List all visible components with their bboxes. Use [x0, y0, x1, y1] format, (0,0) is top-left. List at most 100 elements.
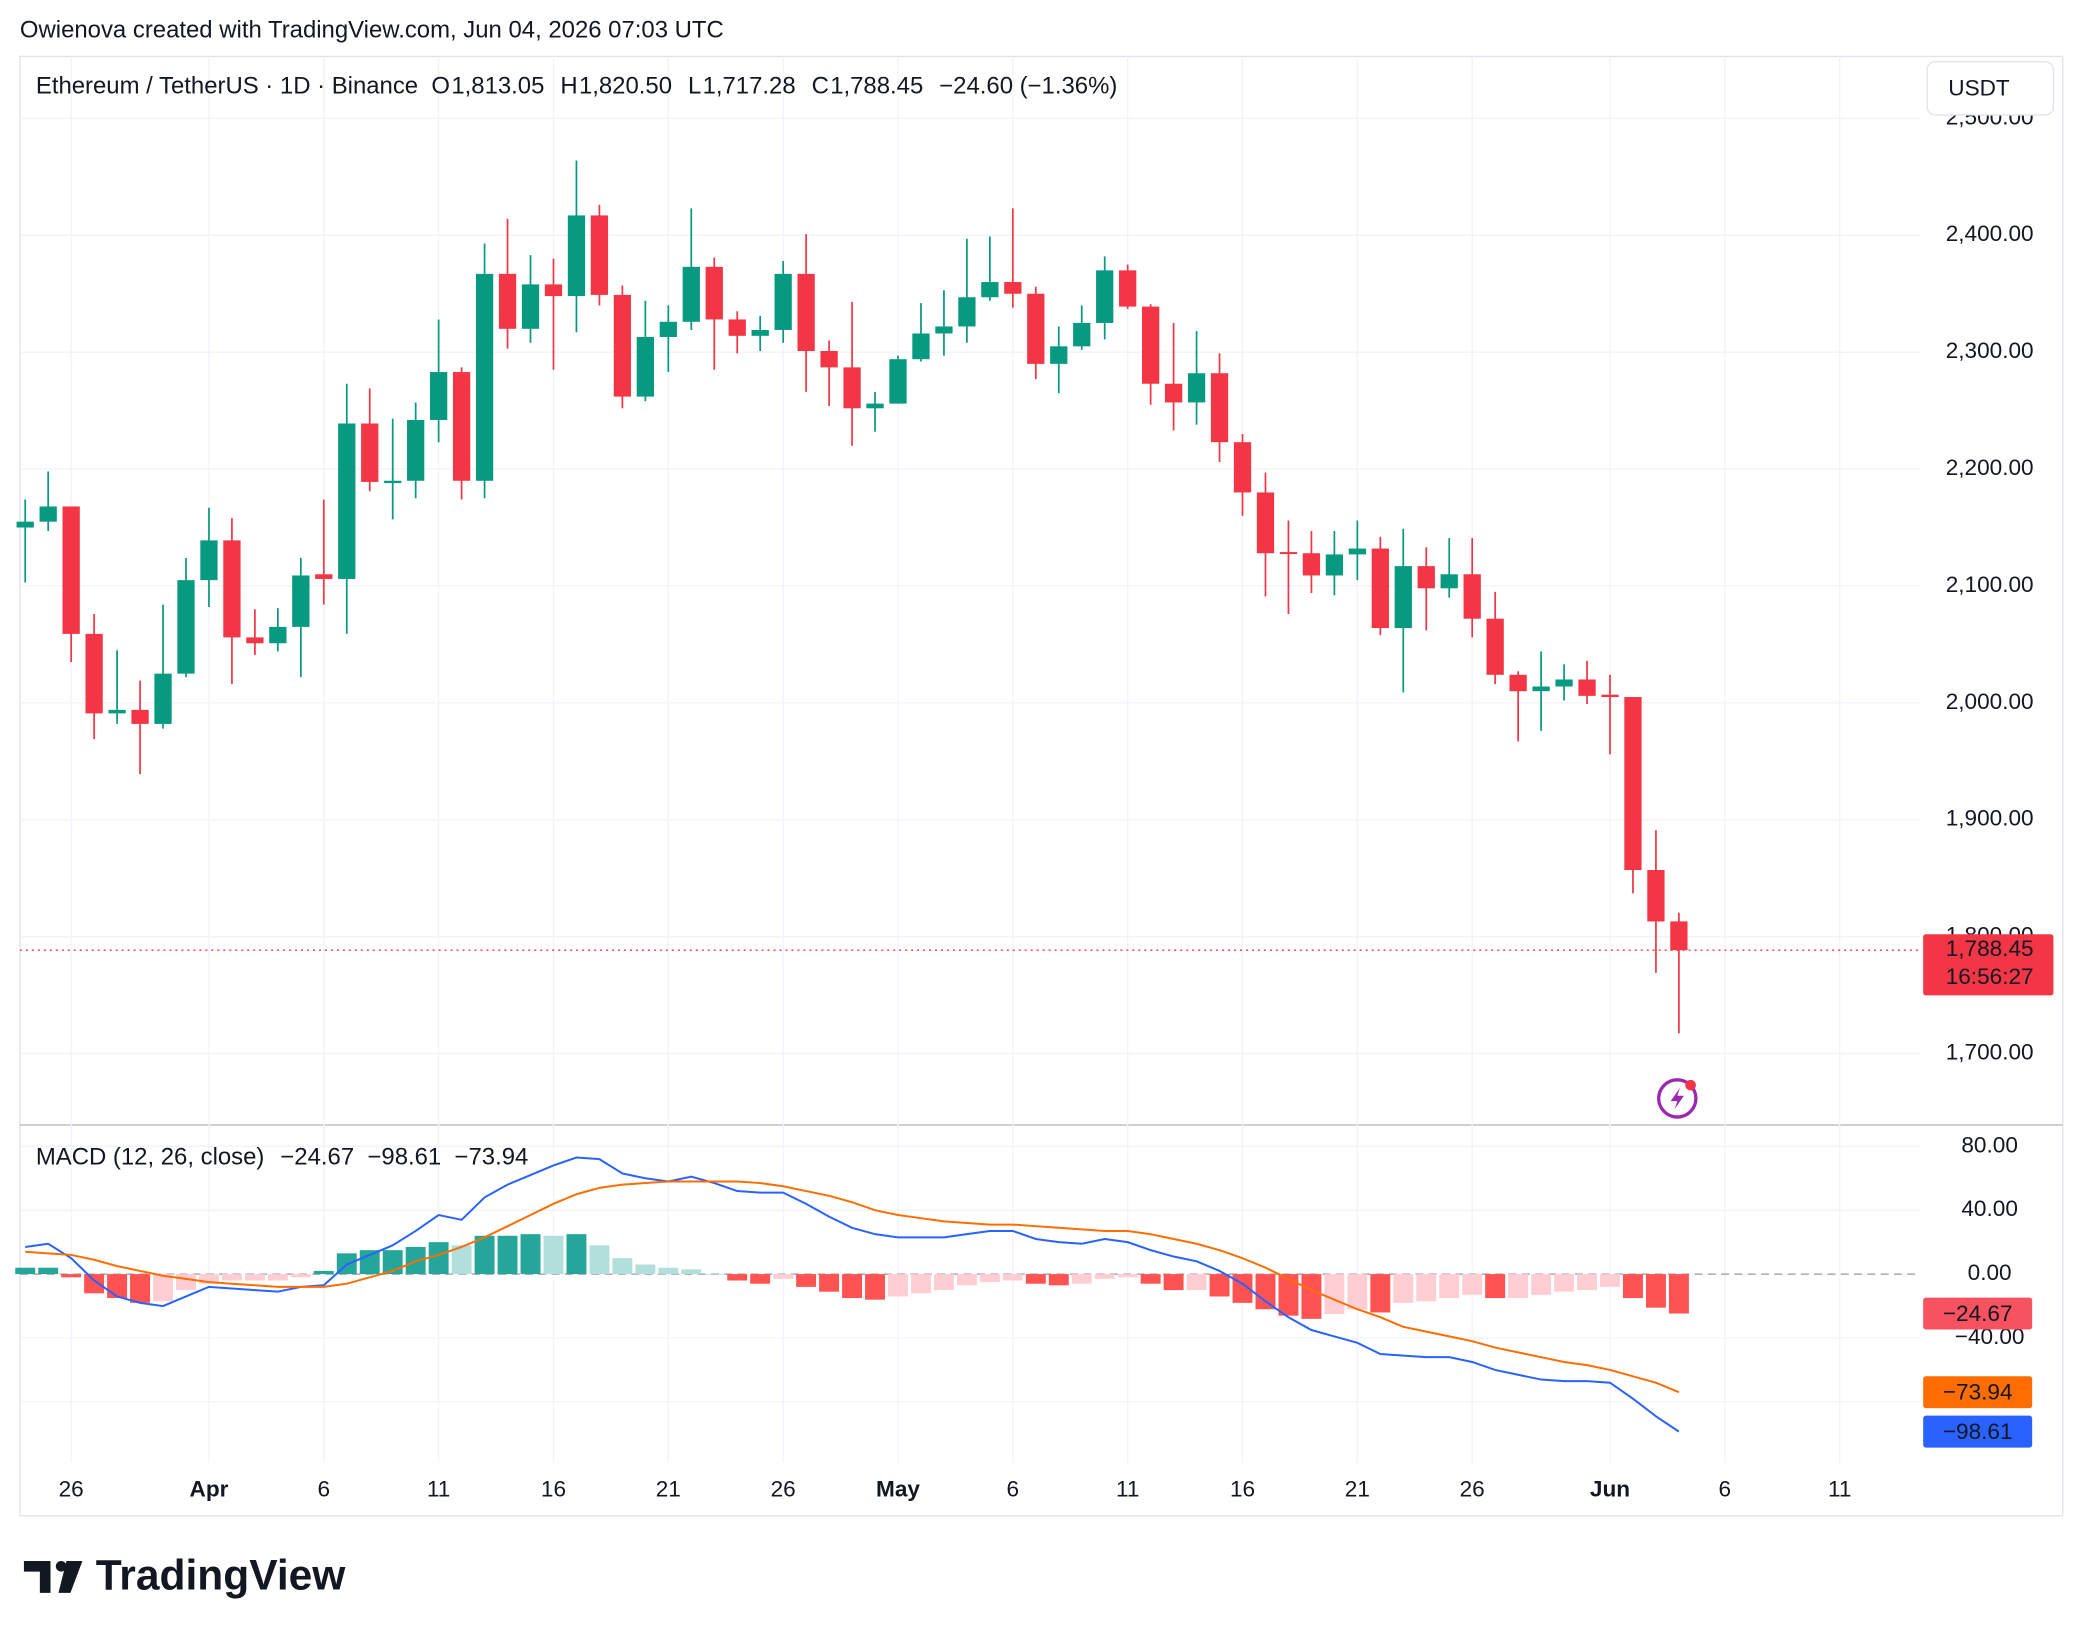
- candle-body: [39, 506, 57, 522]
- candle-body: [1027, 293, 1045, 364]
- candle-body: [361, 423, 379, 482]
- macd-line: [25, 1180, 1680, 1394]
- candle-body: [1578, 679, 1596, 696]
- candle-body: [177, 580, 195, 674]
- y-tick-label: 2,200.00: [1946, 455, 2034, 480]
- candle-body: [292, 575, 310, 627]
- candle-body: [728, 319, 746, 336]
- alert-icon: [1657, 1078, 1698, 1119]
- candle-body: [751, 329, 769, 336]
- histogram-bar: [1209, 1274, 1230, 1297]
- histogram-bar: [1462, 1274, 1483, 1295]
- x-tick-label: 21: [1345, 1476, 1370, 1501]
- candle-body: [1670, 921, 1688, 951]
- histogram-bar: [750, 1274, 771, 1284]
- candle-body: [1463, 574, 1481, 619]
- last-value-box: [1923, 1415, 2033, 1448]
- histogram-bar: [176, 1274, 196, 1291]
- candle-body: [1555, 679, 1573, 687]
- candle-body: [797, 273, 815, 352]
- histogram-bar: [451, 1245, 472, 1275]
- candle-body: [200, 540, 218, 581]
- candle-body: [843, 367, 861, 409]
- histogram-bar: [15, 1267, 36, 1275]
- histogram-bar: [267, 1274, 288, 1281]
- candle-body: [498, 273, 517, 329]
- attribution: Owienova created with TradingView.com, J…: [20, 16, 724, 43]
- histogram-bar: [313, 1270, 334, 1275]
- histogram-bar: [497, 1235, 518, 1275]
- x-tick-label: 16: [1230, 1476, 1255, 1501]
- candle-body: [269, 626, 287, 644]
- candle-body: [246, 637, 264, 644]
- candle-body: [1073, 322, 1091, 347]
- histogram-bar: [1531, 1274, 1552, 1295]
- last-value-label: −24.67: [1943, 1301, 2013, 1326]
- legend-text: L: [688, 72, 701, 99]
- candle-body: [1394, 566, 1412, 629]
- candle-body: [866, 403, 884, 409]
- legend-text: −73.94: [455, 1144, 529, 1171]
- y-tick-label: 2,300.00: [1946, 338, 2034, 363]
- legend-text: MACD (12, 26, close): [36, 1144, 265, 1171]
- histogram-bar: [1094, 1274, 1115, 1279]
- histogram-bar: [244, 1274, 265, 1281]
- candle-body: [1509, 674, 1527, 692]
- logo-mark: [58, 1560, 83, 1593]
- histogram-bar: [1324, 1274, 1345, 1315]
- currency-button: [1926, 61, 2055, 116]
- logo-dot: [55, 1560, 67, 1572]
- candle-body: [108, 709, 126, 714]
- candle-body: [705, 266, 723, 320]
- histogram-bar: [727, 1274, 748, 1281]
- histogram-bar: [1048, 1274, 1069, 1286]
- x-tick-label: Jun: [1590, 1476, 1630, 1501]
- histogram-bar: [1600, 1274, 1620, 1287]
- histogram-bar: [910, 1274, 931, 1294]
- candle-body: [1256, 492, 1275, 554]
- candle-body: [544, 284, 563, 297]
- histogram-bar: [796, 1274, 817, 1287]
- y-tick-label: 1,900.00: [1946, 806, 2034, 831]
- histogram-bar: [474, 1235, 495, 1275]
- logo-mark: [23, 1560, 51, 1593]
- x-tick-label: 11: [427, 1476, 450, 1501]
- y-tick-label: 1,700.00: [1946, 1040, 2034, 1065]
- legend-text: 1,813.05: [451, 72, 544, 99]
- histogram-bar: [1002, 1274, 1023, 1281]
- histogram-bar: [658, 1267, 679, 1275]
- histogram-bar: [704, 1274, 725, 1275]
- countdown-label: 16:56:27: [1946, 964, 2034, 989]
- candle-body: [1417, 566, 1435, 589]
- y-tick-label: 2,000.00: [1946, 689, 2034, 714]
- x-tick-label: 21: [656, 1476, 681, 1501]
- candle-body: [1647, 870, 1665, 922]
- histogram-bar: [84, 1274, 105, 1294]
- histogram-bar: [1163, 1274, 1184, 1291]
- histogram-bar: [198, 1274, 219, 1284]
- histogram-bar: [1186, 1274, 1207, 1291]
- histogram-bar: [1554, 1274, 1575, 1292]
- histogram-bar: [842, 1274, 863, 1299]
- axes: 26 Apr 6 11 16 21 26 May 6 11 16 21 26 Jun 6 11 1,700.00…: [59, 104, 2034, 1501]
- candle-body: [407, 419, 425, 481]
- brand: TradingView: [23, 1551, 346, 1599]
- histogram-bar: [1255, 1274, 1276, 1310]
- histogram-bar: [1370, 1274, 1391, 1313]
- histogram-bar: [38, 1267, 59, 1275]
- candle-body: [1325, 554, 1344, 576]
- histogram-bar: [1668, 1274, 1689, 1314]
- histogram-bar: [1117, 1274, 1138, 1278]
- last-value-box: [1923, 1376, 2033, 1409]
- y-tick-label: 40.00: [1961, 1196, 2018, 1221]
- candle-body: [1050, 346, 1068, 364]
- x-tick-label: 26: [771, 1476, 796, 1501]
- last-value-box: [1923, 1297, 2033, 1330]
- candle-body: [1142, 306, 1160, 384]
- chart-frame: [19, 55, 2064, 1517]
- candle-body: [1532, 686, 1550, 692]
- candle-body: [1233, 442, 1252, 493]
- candle-body: [774, 273, 792, 330]
